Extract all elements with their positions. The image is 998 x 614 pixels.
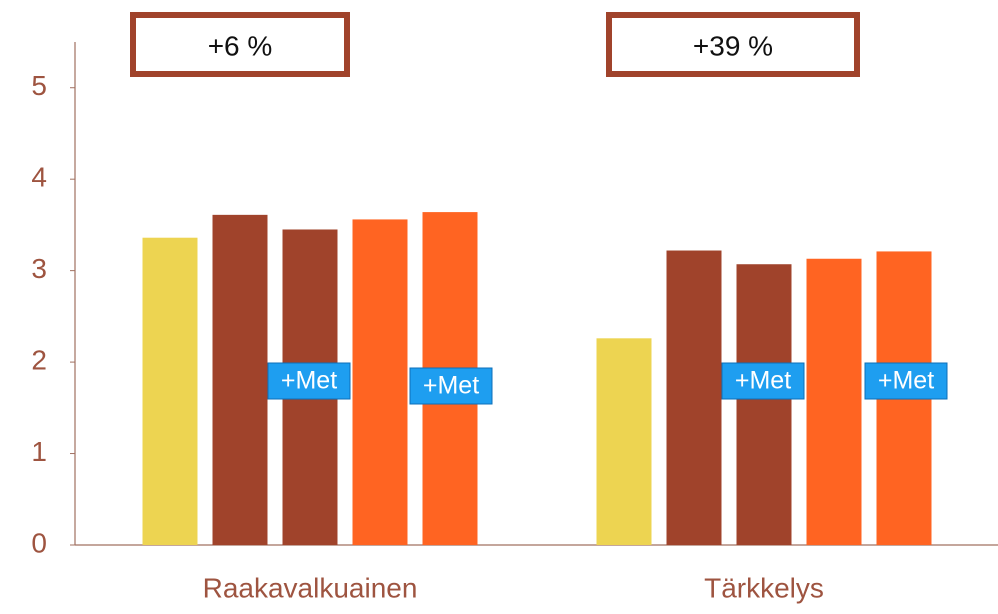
met-label: +Met <box>878 367 934 395</box>
met-label-box <box>267 362 351 400</box>
y-tick-label: 0 <box>31 527 47 558</box>
bar <box>806 258 862 545</box>
bar <box>736 264 792 545</box>
annotation: +39 % <box>693 30 773 61</box>
annotation: +6 % <box>208 30 273 61</box>
bar <box>596 338 652 545</box>
x-tick-label: Raakavalkuainen <box>203 572 418 603</box>
x-tick-label: Tärkkelys <box>704 572 824 603</box>
y-tick-label: 2 <box>31 344 47 375</box>
met-label: +Met <box>281 367 337 395</box>
met-label-box <box>864 362 948 400</box>
met-label-box <box>721 362 805 400</box>
met-label-box <box>409 367 493 405</box>
y-tick-label: 4 <box>31 162 47 193</box>
annotation-box <box>606 12 860 77</box>
met-label: +Met <box>423 372 479 400</box>
bar <box>666 250 722 545</box>
bar <box>352 219 408 545</box>
y-tick-label: 5 <box>31 70 47 101</box>
bar <box>212 214 268 545</box>
annotation-box <box>130 12 350 77</box>
met-label: +Met <box>735 367 791 395</box>
bar <box>142 237 198 546</box>
y-tick-label: 1 <box>31 436 47 467</box>
y-tick-label: 3 <box>31 253 47 284</box>
